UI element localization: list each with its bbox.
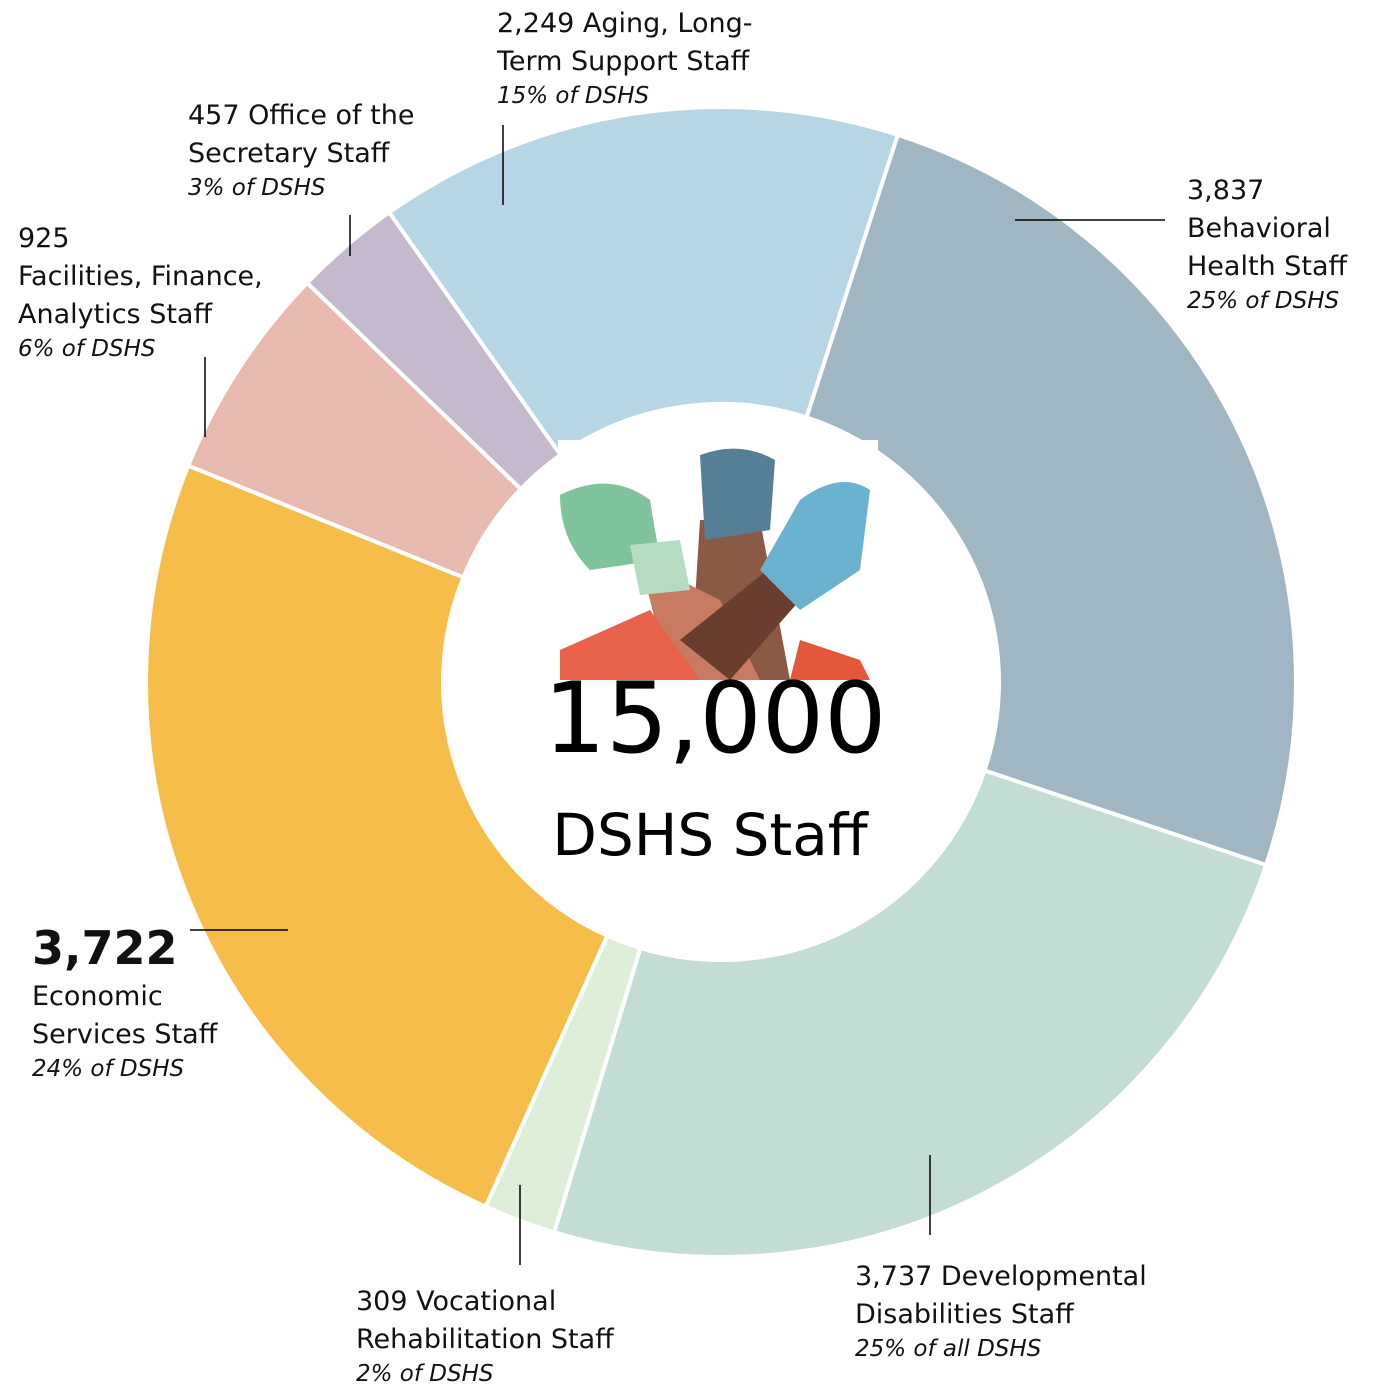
value-label: 2,249 [497,8,574,39]
hands-illustration [558,440,878,680]
value-label: 925 [18,220,303,258]
share-label: 25% of DSHS [1187,286,1377,316]
category-label: Facilities, Finance, Analytics Staff [18,261,263,330]
value-label: 3,722 [32,918,242,978]
share-label: 6% of DSHS [18,334,303,364]
category-label: Behavioral Health Staff [1187,213,1347,282]
value-label: 309 [356,1286,408,1317]
page: 15,000 DSHS Staff 3,837Behavioral Health… [0,0,1381,1385]
value-label: 3,837 [1187,172,1377,210]
value-label: 3,737 [855,1261,932,1292]
share-label: 3% of DSHS [188,173,443,203]
center-label: DSHS Staff [552,801,869,869]
share-label: 25% of all DSHS [855,1334,1185,1364]
share-label: 15% of DSHS [497,81,779,111]
chart: 15,000 DSHS Staff [0,0,1381,1385]
category-label: Economic Services Staff [32,981,217,1050]
value-label: 457 [188,100,240,131]
total-value: 15,000 [544,662,887,776]
share-label: 24% of DSHS [32,1054,242,1084]
